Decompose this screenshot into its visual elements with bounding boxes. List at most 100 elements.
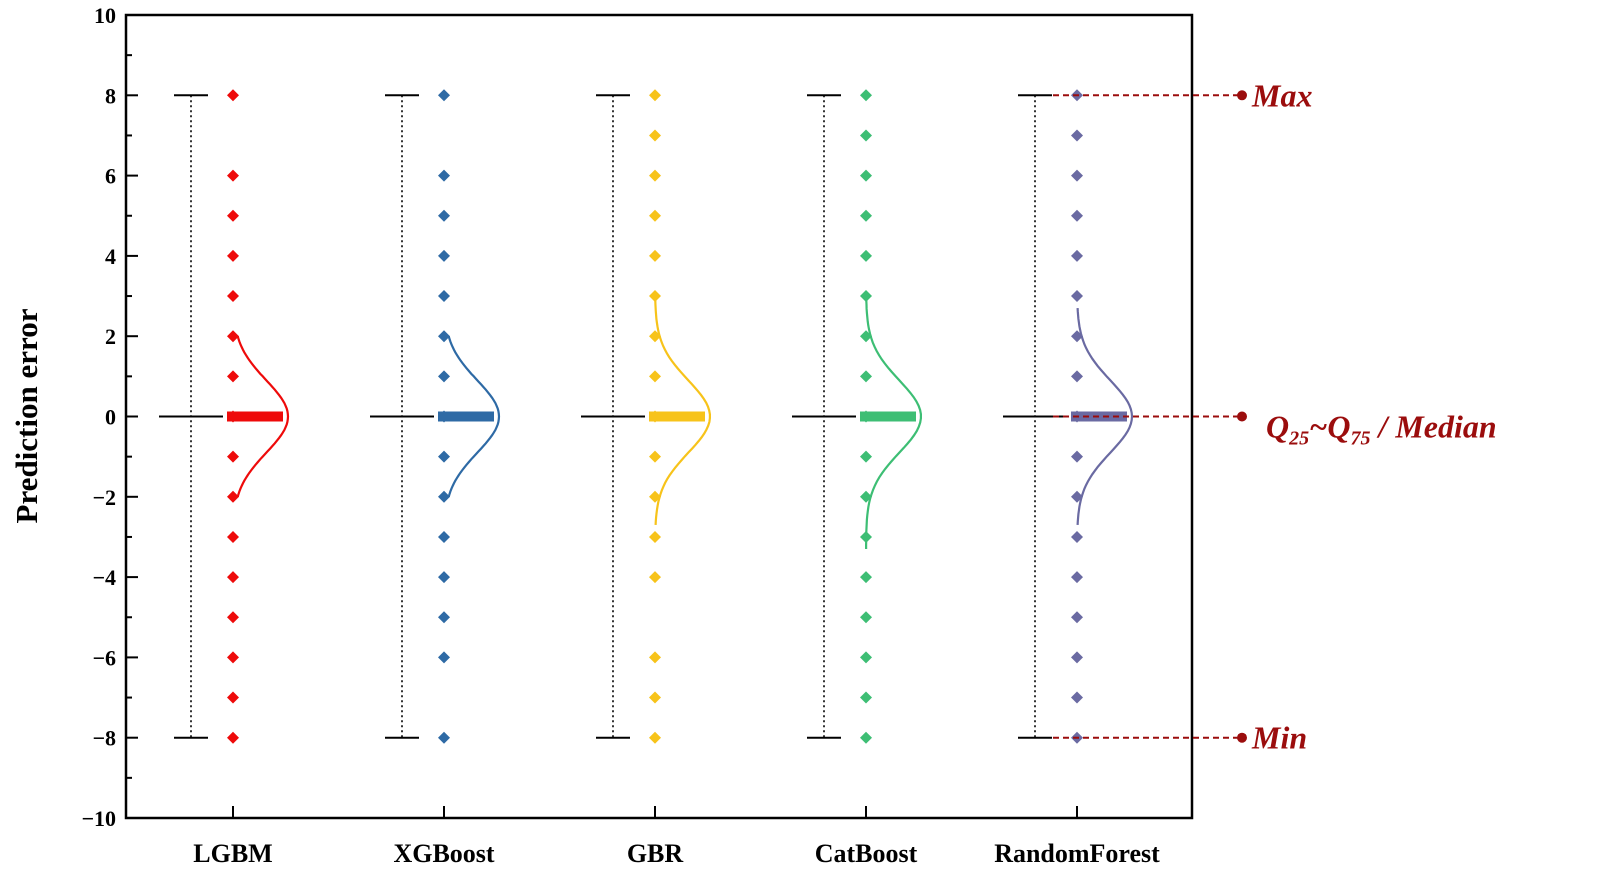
data-point <box>227 571 239 584</box>
data-point <box>438 89 450 102</box>
data-point <box>649 209 661 222</box>
x-tick-label: XGBoost <box>393 839 494 868</box>
data-point <box>1071 290 1083 303</box>
data-point <box>649 651 661 664</box>
data-point <box>649 530 661 543</box>
data-point <box>649 290 661 303</box>
density-curve <box>236 335 290 498</box>
data-point <box>227 209 239 222</box>
median-leader-dot <box>1237 411 1247 422</box>
data-point <box>227 249 239 262</box>
data-point <box>438 450 450 463</box>
annotation-text: / Median <box>1370 409 1496 445</box>
min-leader-dot <box>1237 732 1247 743</box>
y-axis: −10 −8 −6 −4 −2 0 2 4 6 8 10 <box>81 3 138 831</box>
max-leader-dot <box>1237 90 1247 101</box>
data-point <box>1071 129 1083 142</box>
min-annotation: Min <box>1251 720 1307 756</box>
y-tick-label: 10 <box>94 3 116 28</box>
data-point <box>860 249 872 262</box>
data-point <box>438 290 450 303</box>
data-point <box>860 490 872 503</box>
y-tick-label: −6 <box>92 645 116 670</box>
data-point <box>860 370 872 383</box>
data-point <box>438 330 450 343</box>
annotation-text: Q <box>1266 409 1289 445</box>
data-point <box>438 571 450 584</box>
data-point <box>1071 530 1083 543</box>
data-point <box>227 611 239 624</box>
data-point <box>860 209 872 222</box>
y-tick-label: −2 <box>92 485 116 510</box>
data-point <box>860 571 872 584</box>
density-curve <box>447 335 501 498</box>
data-point <box>649 571 661 584</box>
data-point <box>1071 330 1083 343</box>
data-point <box>1071 490 1083 503</box>
y-axis-title: Prediction error <box>9 308 44 523</box>
data-point <box>227 731 239 744</box>
y-tick-label: 2 <box>105 324 116 349</box>
data-point <box>1071 611 1083 624</box>
data-point <box>227 290 239 303</box>
data-point <box>227 450 239 463</box>
data-point <box>649 410 661 423</box>
data-point <box>860 129 872 142</box>
x-tick-label: GBR <box>627 839 684 868</box>
data-point <box>227 330 239 343</box>
series-groups <box>159 89 1134 744</box>
x-axis: LGBM XGBoost GBR CatBoost RandomForest <box>193 806 1160 868</box>
data-point <box>649 169 661 182</box>
data-point <box>438 530 450 543</box>
data-point <box>860 731 872 744</box>
data-point <box>860 611 872 624</box>
quartile-median-annotation: Q25~Q75 / Median <box>1266 409 1497 450</box>
y-tick-label: 6 <box>105 164 116 189</box>
x-tick-label: RandomForest <box>994 839 1160 868</box>
data-point <box>438 249 450 262</box>
data-point <box>649 129 661 142</box>
data-point <box>1071 370 1083 383</box>
annotation-text: ~ <box>1309 409 1327 445</box>
data-point <box>227 651 239 664</box>
series-group-randomforest <box>1003 89 1134 744</box>
data-point <box>1071 651 1083 664</box>
data-point <box>649 89 661 102</box>
annotation-text: Q <box>1327 409 1350 445</box>
y-tick-label: −8 <box>92 726 116 751</box>
data-point <box>1071 209 1083 222</box>
data-point <box>1071 249 1083 262</box>
data-point <box>649 330 661 343</box>
data-point <box>860 169 872 182</box>
data-point <box>227 169 239 182</box>
series-group-lgbm <box>159 89 290 744</box>
data-point <box>649 450 661 463</box>
data-point <box>227 410 239 423</box>
density-curve <box>654 295 711 525</box>
data-point <box>1071 450 1083 463</box>
max-annotation: Max <box>1251 77 1312 113</box>
data-point <box>438 611 450 624</box>
series-group-catboost <box>792 89 922 744</box>
data-point <box>438 490 450 503</box>
data-point <box>860 330 872 343</box>
density-curve <box>865 295 922 549</box>
data-point <box>438 370 450 383</box>
data-point <box>1071 169 1083 182</box>
data-point <box>860 530 872 543</box>
data-point <box>438 410 450 423</box>
x-tick-label: CatBoost <box>815 839 918 868</box>
annotation-subscript: 25 <box>1288 428 1309 450</box>
data-point <box>860 450 872 463</box>
series-group-xgboost <box>370 89 501 744</box>
data-point <box>438 651 450 664</box>
annotation-subscript: 75 <box>1350 428 1370 450</box>
data-point <box>649 731 661 744</box>
y-tick-label: −10 <box>81 806 116 831</box>
data-point <box>227 530 239 543</box>
y-tick-label: 0 <box>105 405 116 430</box>
data-point <box>438 209 450 222</box>
